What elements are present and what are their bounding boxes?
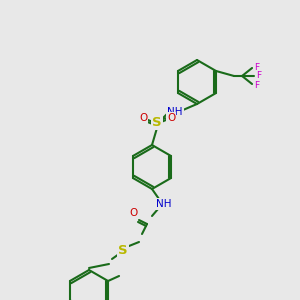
Text: F: F [254,62,260,71]
Text: NH: NH [156,199,172,209]
Text: S: S [152,116,162,128]
Text: F: F [254,80,260,89]
Text: O: O [167,113,175,123]
Text: NH: NH [167,107,183,117]
Text: S: S [118,244,128,256]
Text: F: F [256,71,262,80]
Text: O: O [129,208,137,218]
Text: O: O [139,113,147,123]
